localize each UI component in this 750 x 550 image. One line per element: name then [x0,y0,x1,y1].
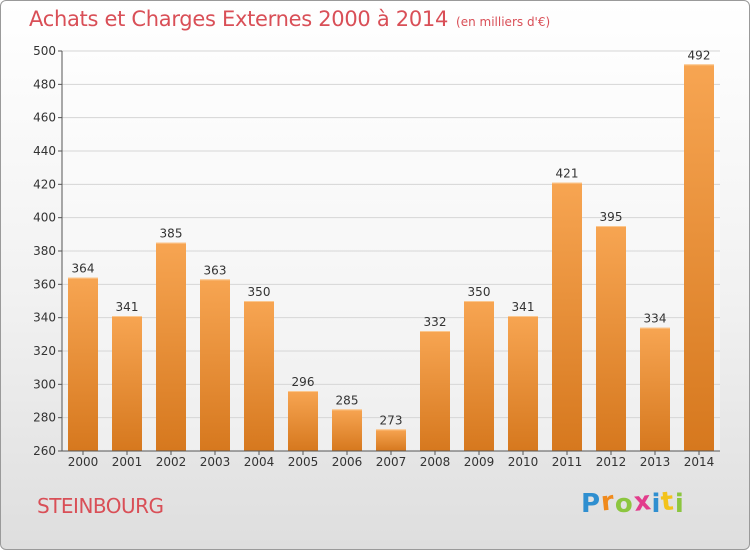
bar [112,316,142,451]
data-label: 350 [468,285,491,299]
logo-letter: r [599,486,617,518]
x-tick-label: 2000 [68,455,99,469]
chart-title-text: Achats et Charges Externes 2000 à 2014 [29,7,449,31]
data-label: 421 [556,167,579,181]
bar [288,391,318,451]
logo-letter: i [674,489,685,519]
data-label: 492 [688,48,711,62]
y-tick-label: 320 [33,344,56,358]
y-tick-label: 400 [33,211,56,225]
bar [464,301,494,451]
x-tick-label: 2012 [596,455,627,469]
data-label: 285 [336,393,359,407]
x-tick-label: 2001 [112,455,143,469]
bar [244,301,274,451]
x-tick-label: 2011 [552,455,583,469]
data-label: 350 [248,285,271,299]
x-tick-label: 2006 [332,455,363,469]
x-tick-label: 2005 [288,455,319,469]
x-tick-label: 2002 [156,455,187,469]
y-tick-label: 420 [33,177,56,191]
bar [508,316,538,451]
bar [552,182,582,451]
y-tick-label: 500 [33,44,56,58]
data-label: 296 [292,375,315,389]
x-tick-label: 2009 [464,455,495,469]
bar [420,331,450,451]
chart-subtitle: (en milliers d'€) [456,15,551,29]
bar [376,429,406,451]
y-tick-label: 480 [33,77,56,91]
bar [332,409,362,451]
chart-title: Achats et Charges Externes 2000 à 2014 (e… [29,7,550,31]
bar [68,277,98,451]
data-label: 364 [72,262,95,276]
y-tick-label: 260 [33,444,56,458]
axes [58,50,720,455]
bar [200,279,230,451]
bar [684,64,714,452]
data-label: 363 [204,263,227,277]
y-tick-label: 360 [33,277,56,291]
data-label: 395 [600,210,623,224]
x-tick-label: 2003 [200,455,231,469]
y-tick-label: 340 [33,311,56,325]
logo-letter: x [632,486,654,518]
proxiti-logo: Proxiti [581,486,685,519]
data-label: 273 [380,413,403,427]
x-tick-label: 2004 [244,455,275,469]
bar [156,242,186,451]
x-tick-label: 2007 [376,455,407,469]
y-tick-label: 440 [33,144,56,158]
x-tick-label: 2010 [508,455,539,469]
logo-letter: i [651,489,662,519]
y-tick-label: 280 [33,411,56,425]
y-tick-label: 460 [33,111,56,125]
city-name: STEINBOURG [37,494,164,518]
x-tick-label: 2013 [640,455,671,469]
data-label: 385 [160,227,183,241]
x-tick-label: 2014 [684,455,715,469]
data-label: 341 [512,300,535,314]
x-tick-label: 2008 [420,455,451,469]
y-tick-label: 380 [33,244,56,258]
bar [640,327,670,451]
y-tick-label: 300 [33,377,56,391]
data-label: 332 [424,315,447,329]
data-label: 341 [116,300,139,314]
logo-letter: P [581,489,602,519]
bar [596,226,626,451]
labels: 260 280 300 320 340 360 380 400 420 440 460 480 500 3… [33,44,714,469]
data-label: 334 [644,312,667,326]
logo-letter: o [614,489,634,519]
bars [68,64,714,452]
